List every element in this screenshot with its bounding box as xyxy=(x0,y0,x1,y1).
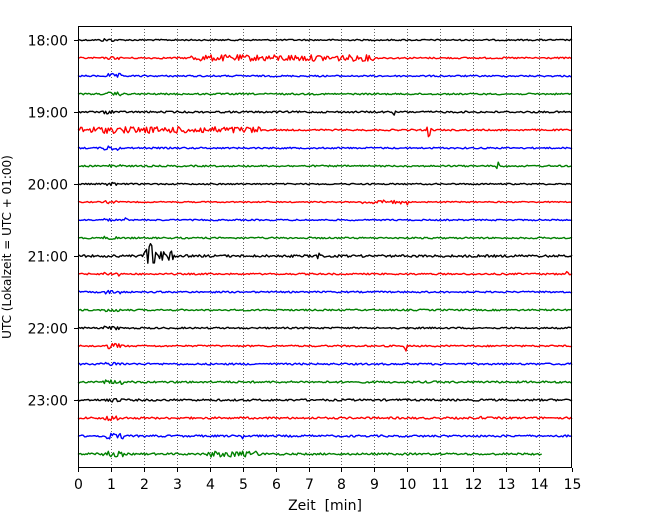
trace-2000 xyxy=(77,181,572,187)
trace-2030 xyxy=(77,217,573,222)
trace-1845 xyxy=(77,91,573,97)
trace-1900 xyxy=(77,109,573,116)
x-tick-label: 8 xyxy=(337,477,346,493)
trace-2345 xyxy=(77,450,542,458)
y-tick-label: 23:00 xyxy=(28,394,68,410)
y-tick-label: 19:00 xyxy=(28,106,68,122)
x-tick-label: 14 xyxy=(531,477,549,493)
trace-2245 xyxy=(77,379,573,385)
x-tick-label: 12 xyxy=(465,477,483,493)
grid-layer xyxy=(111,26,540,468)
x-tick-label: 13 xyxy=(498,477,516,493)
trace-2145 xyxy=(77,308,573,313)
x-tick-label: 11 xyxy=(432,477,450,493)
x-tick-label: 4 xyxy=(206,477,215,493)
tick-layer: 0 1 2 3 4 5 6 7 8 9 10 11 12 13 14 1518:0019:0020:0021:… xyxy=(28,34,582,494)
x-tick-label: 3 xyxy=(173,477,182,493)
trace-2215 xyxy=(77,342,573,352)
y-tick-label: 18:00 xyxy=(28,34,68,50)
trace-1930 xyxy=(77,145,573,151)
trace-1830 xyxy=(77,72,573,78)
y-tick-label: 21:00 xyxy=(28,250,68,266)
x-tick-label: 7 xyxy=(305,477,314,493)
trace-2100 xyxy=(77,242,573,264)
trace-2315 xyxy=(77,415,573,422)
trace-2115 xyxy=(77,270,573,277)
x-tick-label: 6 xyxy=(272,477,281,493)
trace-2015 xyxy=(77,199,573,206)
x-tick-label: 2 xyxy=(140,477,149,493)
plot-frame xyxy=(78,26,572,468)
trace-1815 xyxy=(77,54,573,62)
trace-2130 xyxy=(77,289,573,295)
trace-1945 xyxy=(77,161,573,170)
x-tick-label: 10 xyxy=(399,477,417,493)
x-tick-label: 5 xyxy=(239,477,248,493)
x-tick-label: 0 xyxy=(74,477,83,493)
trace-1915 xyxy=(77,126,573,138)
x-tick-label: 9 xyxy=(370,477,379,493)
trace-2230 xyxy=(77,361,573,367)
trace-layer xyxy=(77,38,573,458)
trace-2045 xyxy=(77,235,573,240)
x-tick-label: 15 xyxy=(564,477,582,493)
x-tick-label: 1 xyxy=(107,477,116,493)
trace-2200 xyxy=(77,325,573,331)
y-axis-label: UTC (Lokalzeit = UTC + 01:00) xyxy=(0,155,14,339)
y-tick-label: 20:00 xyxy=(28,178,68,194)
trace-2330 xyxy=(77,432,573,440)
x-axis-label: Zeit [min] xyxy=(288,498,362,514)
trace-1800 xyxy=(77,38,573,43)
y-tick-label: 22:00 xyxy=(28,322,68,338)
trace-2300 xyxy=(77,397,573,403)
